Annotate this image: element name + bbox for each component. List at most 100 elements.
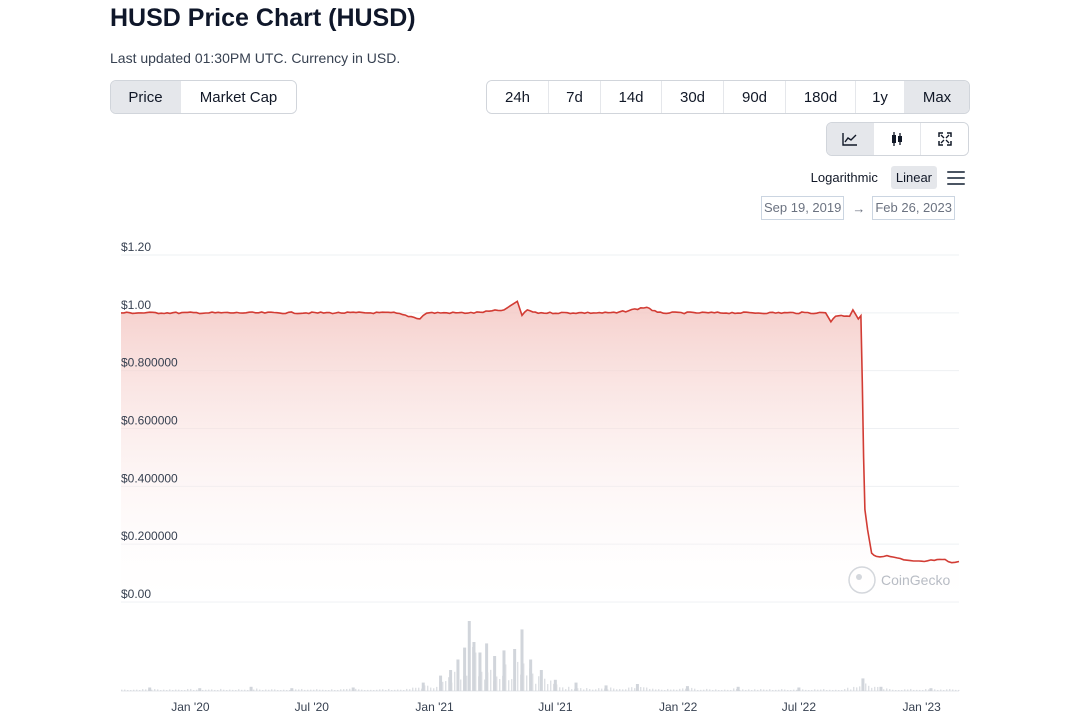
volume-bar <box>475 652 477 691</box>
range-max-button[interactable]: Max <box>905 81 969 113</box>
volume-bar <box>373 690 375 691</box>
volume-bar <box>958 689 960 691</box>
volume-bar <box>190 688 192 691</box>
volume-bar <box>421 688 423 691</box>
volume-bar <box>847 687 849 691</box>
volume-bar <box>856 687 858 691</box>
range-90d-button[interactable]: 90d <box>724 81 786 113</box>
logarithmic-option[interactable]: Logarithmic <box>810 170 878 185</box>
volume-bar <box>595 689 597 691</box>
price-chart[interactable]: $1.20 $1.00 $0.800000 $0.600000 $0.400000 $0.… <box>0 230 1075 720</box>
volume-bar <box>271 689 273 691</box>
page-title: HUSD Price Chart (HUSD) <box>110 4 416 32</box>
volume-bar <box>409 689 411 691</box>
volume-bar <box>433 688 435 691</box>
range-1y-button[interactable]: 1y <box>856 81 905 113</box>
volume-bar <box>838 690 840 691</box>
volume-bar <box>385 689 387 691</box>
volume-bar <box>640 687 642 691</box>
range-180d-button[interactable]: 180d <box>786 81 856 113</box>
range-14d-button[interactable]: 14d <box>601 81 662 113</box>
y-tick-label: $1.20 <box>121 240 151 254</box>
volume-bar <box>478 676 480 691</box>
volume-bar <box>178 689 180 691</box>
x-tick-label: Jan '20 <box>171 700 210 714</box>
range-7d-button[interactable]: 7d <box>549 81 601 113</box>
volume-bar <box>670 689 672 691</box>
volume-bar <box>193 690 195 691</box>
volume-bar <box>880 687 882 691</box>
volume-bar <box>130 690 132 691</box>
volume-bar <box>196 689 198 691</box>
volume-bar <box>787 690 789 691</box>
volume-bar <box>781 689 783 691</box>
date-range: Sep 19, 2019 → Feb 26, 2023 <box>761 196 955 220</box>
tab-price[interactable]: Price <box>111 81 181 113</box>
volume-bar <box>844 689 846 691</box>
volume-bar <box>547 684 549 691</box>
volume-bar <box>277 690 279 691</box>
volume-bar <box>823 689 825 691</box>
volume-bar <box>346 688 348 691</box>
candlestick-button[interactable] <box>874 123 921 155</box>
volume-bar <box>370 689 372 691</box>
volume-bar <box>637 687 639 691</box>
linear-option[interactable]: Linear <box>890 166 937 189</box>
volume-bar <box>253 689 255 691</box>
volume-bar <box>286 690 288 691</box>
volume-bar <box>796 689 798 691</box>
volume-bar <box>382 689 384 691</box>
volume-bar <box>355 688 357 691</box>
volume-bar <box>934 689 936 691</box>
volume-bar <box>697 690 699 691</box>
volume-bar <box>724 689 726 691</box>
volume-bar <box>841 690 843 691</box>
hamburger-menu-icon[interactable] <box>947 170 965 185</box>
volume-bar <box>703 689 705 691</box>
volume-bar <box>520 629 524 691</box>
volume-bar <box>943 690 945 691</box>
volume-bar <box>898 690 900 691</box>
volume-bar <box>871 687 873 691</box>
volume-bar <box>523 663 525 691</box>
volume-bar <box>751 690 753 691</box>
line-chart-button[interactable] <box>827 123 874 155</box>
scale-selector: Logarithmic Linear <box>806 166 965 189</box>
candlestick-icon <box>892 132 902 146</box>
volume-bar <box>790 690 792 691</box>
volume-bar <box>628 687 630 691</box>
range-24h-button[interactable]: 24h <box>487 81 549 113</box>
volume-bar <box>712 690 714 691</box>
volume-bar <box>715 689 717 691</box>
volume-bar <box>427 685 429 691</box>
volume-bar <box>541 680 543 691</box>
volume-bar <box>925 689 927 691</box>
volume-bar <box>526 675 528 691</box>
volume-bar <box>334 690 336 691</box>
volume-bars <box>121 621 960 691</box>
volume-bar <box>133 689 135 691</box>
volume-bar <box>151 689 153 691</box>
volume-bar <box>655 689 657 691</box>
volume-bar <box>364 690 366 691</box>
date-to-input[interactable]: Feb 26, 2023 <box>872 196 955 220</box>
range-30d-button[interactable]: 30d <box>662 81 724 113</box>
volume-bar <box>367 689 369 691</box>
volume-bar <box>799 689 801 691</box>
volume-bar <box>835 689 837 691</box>
volume-bar <box>205 689 207 691</box>
y-tick-label: $0.800000 <box>121 356 178 370</box>
line-chart-icon <box>842 133 857 146</box>
volume-bar <box>469 653 471 691</box>
volume-bar <box>298 689 300 691</box>
volume-bar <box>817 689 819 691</box>
volume-bar <box>244 689 246 691</box>
volume-bar <box>940 689 942 691</box>
volume-bar <box>778 689 780 691</box>
coingecko-logo-eye <box>856 574 862 580</box>
date-from-input[interactable]: Sep 19, 2019 <box>761 196 845 220</box>
volume-bar <box>861 678 865 691</box>
fullscreen-button[interactable] <box>921 123 968 155</box>
volume-bar <box>694 688 696 691</box>
tab-market-cap[interactable]: Market Cap <box>181 81 296 113</box>
